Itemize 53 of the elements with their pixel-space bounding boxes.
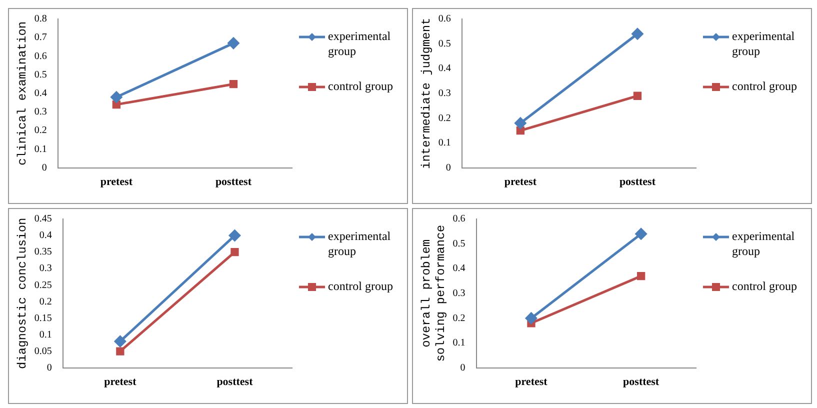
- y-tick-label: 0.25: [34, 280, 52, 291]
- x-tick-label: pretest: [100, 176, 133, 188]
- y-tick-label: 0.4: [452, 263, 466, 274]
- y-tick-label: 0.45: [34, 214, 52, 225]
- y-tick-label: 0.2: [438, 112, 451, 124]
- y-tick-label: 0.5: [452, 238, 466, 250]
- y-tick-label: 0.2: [34, 125, 47, 136]
- y-tick-label: 0.3: [452, 288, 466, 300]
- y-tick-label: 0: [460, 362, 466, 374]
- y-tick-label: 0: [446, 162, 451, 174]
- x-tick-label: pretest: [504, 176, 537, 188]
- y-tick-label: 0: [46, 362, 52, 374]
- legend-label: control group: [328, 79, 393, 94]
- y-tick-label: 0.6: [452, 214, 466, 225]
- legend-label: control group: [732, 79, 797, 94]
- legend-label: experimental group: [732, 29, 796, 59]
- y-axis-title: clinical examination: [15, 21, 30, 166]
- y-tick-label: 0.35: [34, 246, 52, 258]
- y-tick-label: 0.4: [39, 230, 52, 242]
- y-tick-label: 0.3: [438, 88, 451, 100]
- y-tick-label: 0.8: [34, 14, 47, 25]
- legend-label: experimental group: [328, 29, 392, 59]
- legend-label: control group: [328, 279, 393, 294]
- y-tick-label: 0.1: [39, 329, 52, 340]
- y-tick-label: 0: [42, 162, 47, 174]
- y-tick-label: 0.2: [39, 296, 52, 308]
- y-axis-title: overall problem solving performance: [419, 224, 448, 362]
- legend-label: experimental group: [328, 229, 392, 259]
- y-tick-label: 0.1: [438, 138, 451, 149]
- y-axis-title: diagnostic conclusion: [15, 218, 30, 370]
- x-tick-label: posttest: [623, 376, 660, 388]
- y-tick-label: 0.7: [34, 32, 47, 44]
- y-tick-label: 0.2: [452, 312, 466, 324]
- y-axis-title: intermediate judgment: [419, 18, 434, 170]
- x-tick-label: posttest: [216, 376, 254, 388]
- y-tick-label: 0.1: [452, 338, 466, 349]
- y-tick-label: 0.15: [34, 312, 52, 324]
- y-tick-label: 0.5: [438, 38, 451, 50]
- y-tick-label: 0.5: [34, 69, 47, 80]
- y-tick-label: 0.3: [34, 106, 47, 118]
- y-tick-label: 0.6: [438, 14, 451, 25]
- y-tick-label: 0.3: [39, 263, 52, 274]
- y-tick-label: 0.4: [438, 63, 451, 74]
- x-tick-label: pretest: [104, 376, 137, 388]
- legend-label: control group: [732, 279, 797, 294]
- x-tick-label: posttest: [619, 176, 656, 188]
- y-tick-label: 0.4: [34, 88, 47, 100]
- y-tick-label: 0.05: [34, 346, 52, 357]
- x-tick-label: pretest: [515, 376, 548, 388]
- x-tick-label: posttest: [215, 176, 252, 188]
- legend-label: experimental group: [732, 229, 796, 259]
- y-tick-label: 0.1: [34, 144, 47, 155]
- y-tick-label: 0.6: [34, 50, 47, 62]
